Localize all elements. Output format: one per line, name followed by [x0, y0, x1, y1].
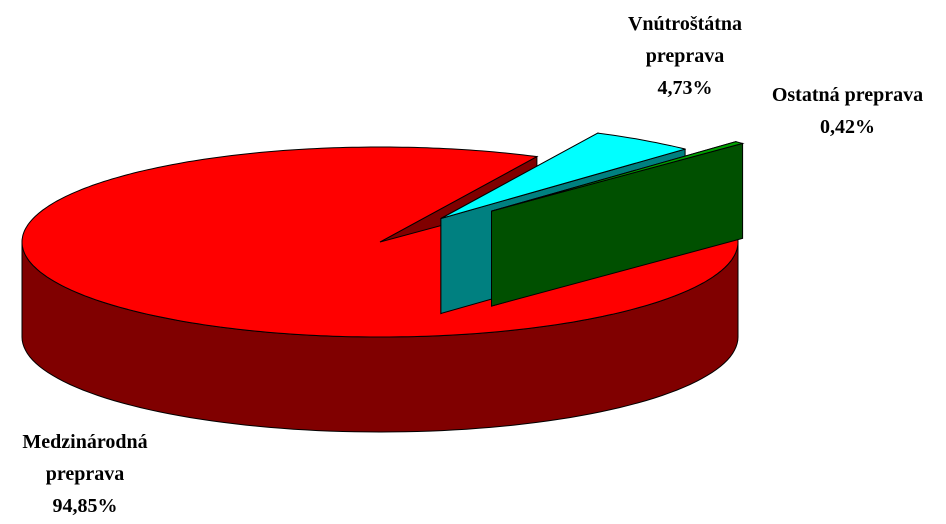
- label: Medzinárodná preprava 94,85%: [0, 426, 170, 522]
- label: Ostatná preprava 0,42%: [745, 79, 946, 143]
- category-label: Ostatná preprava: [771, 84, 924, 106]
- value-label: 4,73%: [657, 77, 713, 99]
- slice: [440, 132, 687, 219]
- slice: [491, 141, 745, 212]
- value-label: 0,42%: [820, 116, 875, 138]
- category-label: Medzinárodná preprava: [22, 431, 148, 485]
- label: Vnútroštátna preprava 4,73%: [605, 8, 765, 104]
- category-label: Vnútroštátna preprava: [627, 13, 743, 67]
- value-label: 94,85%: [52, 495, 118, 517]
